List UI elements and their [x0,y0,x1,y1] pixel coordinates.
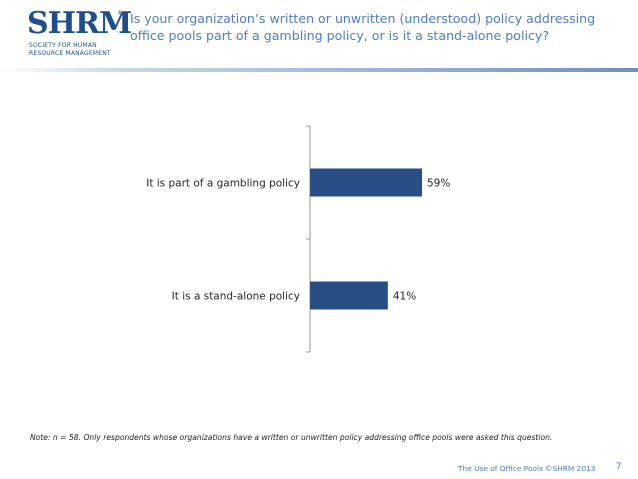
page-number: 7 [616,462,622,472]
bar-1 [310,168,422,197]
data-label-1: 59% [427,178,450,190]
footer-text: The Use of Office Pools ©SHRM 2013 [458,464,596,473]
logo-registered-mark: ® [117,10,123,17]
logo-word: SHRM [27,6,132,41]
data-label-2: 41% [393,291,416,303]
slide-header: SHRM ® Society for Human Resource Manage… [0,0,638,72]
slide-title: Is your organization’s written or unwrit… [130,11,596,43]
header-rule [0,68,638,72]
category-label-1: It is part of a gambling policy [146,178,300,190]
bar-chart: It is part of a gambling policy 59% It is … [146,125,450,353]
logo-subtitle: Society for Human Resource Management [29,42,111,57]
chart-container: It is part of a gambling policy 59% It is … [0,100,638,400]
category-label-2: It is a stand-alone policy [172,291,300,303]
footnote: Note: n = 58. Only respondents whose org… [30,433,553,442]
bar-2 [310,281,388,310]
shrm-logo: SHRM ® Society for Human Resource Manage… [27,8,132,66]
